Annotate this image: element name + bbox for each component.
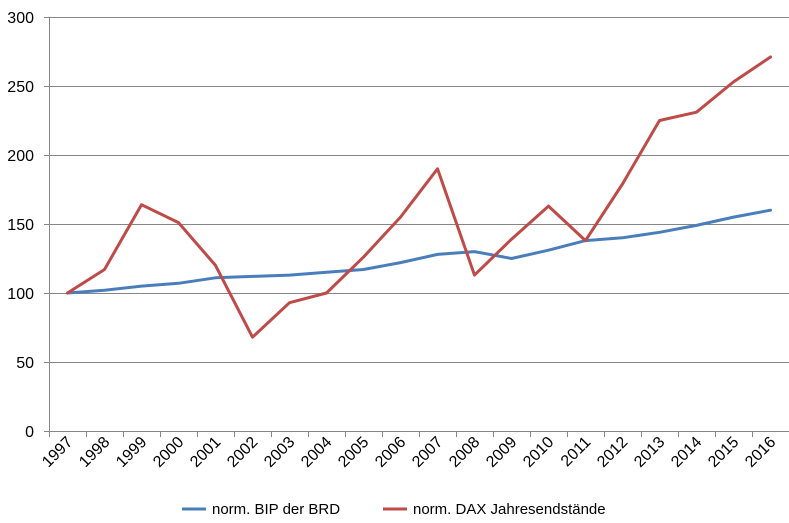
- x-tick-label: 2003: [261, 434, 298, 471]
- y-tick-label: 150: [7, 217, 34, 234]
- x-tick-label: 2006: [372, 434, 409, 471]
- x-axis-ticks: [44, 17, 753, 437]
- series-line-2: [66, 55, 772, 339]
- x-tick-label: 2008: [446, 434, 483, 471]
- x-tick-label: 2000: [150, 434, 187, 471]
- y-tick-label: 0: [25, 424, 34, 441]
- axes: [44, 17, 789, 432]
- x-tick-label: 2004: [298, 434, 335, 471]
- x-tick-label: 2005: [335, 434, 372, 471]
- x-tick-label: 2002: [224, 434, 261, 471]
- x-axis-tick-labels: 1997 1998 1999 2000 2001 2002 2003 2004 2005 2006…: [39, 434, 779, 471]
- x-tick-label: 2016: [742, 434, 779, 471]
- x-tick-label: 1997: [39, 434, 76, 471]
- y-tick-label: 250: [7, 79, 34, 96]
- y-tick-label: 100: [7, 286, 34, 303]
- legend-label-1: norm. BIP der BRD: [212, 501, 340, 518]
- x-tick-label: 2009: [483, 434, 520, 471]
- y-tick-label: 50: [16, 355, 34, 372]
- x-tick-label: 2012: [594, 434, 631, 471]
- x-tick-label: 2010: [520, 434, 557, 471]
- y-tick-label: 200: [7, 148, 34, 165]
- x-tick-label: 2011: [558, 434, 594, 470]
- gridlines: [49, 17, 789, 363]
- y-tick-label: 300: [7, 10, 34, 27]
- legend-label-2: norm. DAX Jahresendstände: [413, 501, 606, 518]
- x-tick-label: 2007: [409, 434, 446, 471]
- x-tick-label: 1998: [76, 434, 113, 471]
- series-lines: [66, 55, 772, 339]
- x-tick-label: 1999: [113, 434, 150, 471]
- x-tick-label: 2013: [631, 434, 668, 471]
- x-tick-label: 2014: [668, 434, 705, 471]
- series-line-1: [66, 208, 772, 295]
- legend: norm. BIP der BRD norm. DAX Jahresendstän…: [182, 501, 606, 518]
- y-axis-tick-labels: 0 50 100 150 200 250 300: [7, 10, 34, 441]
- x-tick-label: 2001: [187, 434, 224, 471]
- x-tick-label: 2015: [705, 434, 742, 471]
